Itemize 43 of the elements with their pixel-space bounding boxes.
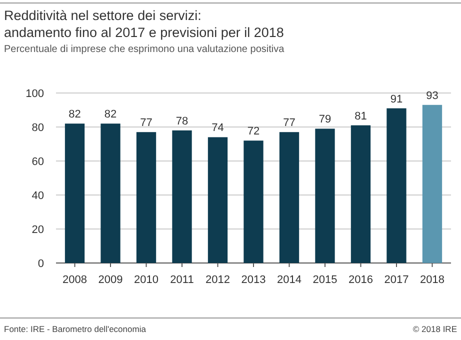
x-tick-label: 2014 <box>277 274 302 286</box>
data-label: 79 <box>318 114 332 126</box>
x-tick-label: 2017 <box>384 274 409 286</box>
bar <box>315 128 335 263</box>
data-label: 74 <box>212 122 224 134</box>
x-tick-label: 2009 <box>98 274 123 286</box>
y-tick-label: 80 <box>32 122 44 134</box>
data-label: 72 <box>247 126 260 138</box>
text: © 2018 IRE <box>412 324 458 334</box>
x-tick-label: 2011 <box>170 274 194 286</box>
data-label: 91 <box>390 93 403 106</box>
bar <box>208 137 228 263</box>
bar <box>64 124 85 263</box>
bar <box>350 125 371 263</box>
x-tick-label: 2012 <box>206 274 230 286</box>
bar <box>279 132 300 263</box>
chart-subtitle: Percentuale di imprese che esprimono una valutazione positiva <box>4 44 285 55</box>
x-tick-label: 2018 <box>420 274 444 286</box>
data-label: 93 <box>426 90 438 102</box>
data-label: 77 <box>283 117 296 130</box>
x-tick-label: 2015 <box>312 274 338 286</box>
data-label: 77 <box>140 117 152 130</box>
bar <box>136 132 156 263</box>
x-tick-label: 2008 <box>62 274 88 286</box>
y-tick-label: 60 <box>32 156 44 168</box>
bar <box>244 140 264 263</box>
bar <box>100 124 120 263</box>
y-tick-label: 100 <box>26 88 44 100</box>
y-tick-label: 0 <box>38 258 44 270</box>
data-label: 82 <box>68 108 81 121</box>
y-tick-label: 20 <box>32 224 44 236</box>
source-note: Fonte: IRE - Barometro dell'economia <box>4 324 146 334</box>
data-label: 78 <box>176 115 188 128</box>
data-label: 81 <box>354 110 367 122</box>
x-tick-label: 2010 <box>134 274 158 286</box>
y-tick-label: 40 <box>32 190 44 202</box>
bar <box>422 104 442 263</box>
bar <box>172 130 192 263</box>
chart-title: Redditività nel settore dei servizi: andamento fino al 2017 e previsioni per il 2018 <box>4 8 284 40</box>
x-tick-label: 2016 <box>348 274 373 286</box>
x-tick-label: 2013 <box>241 274 266 286</box>
bar <box>386 108 406 263</box>
data-label: 82 <box>104 108 117 121</box>
